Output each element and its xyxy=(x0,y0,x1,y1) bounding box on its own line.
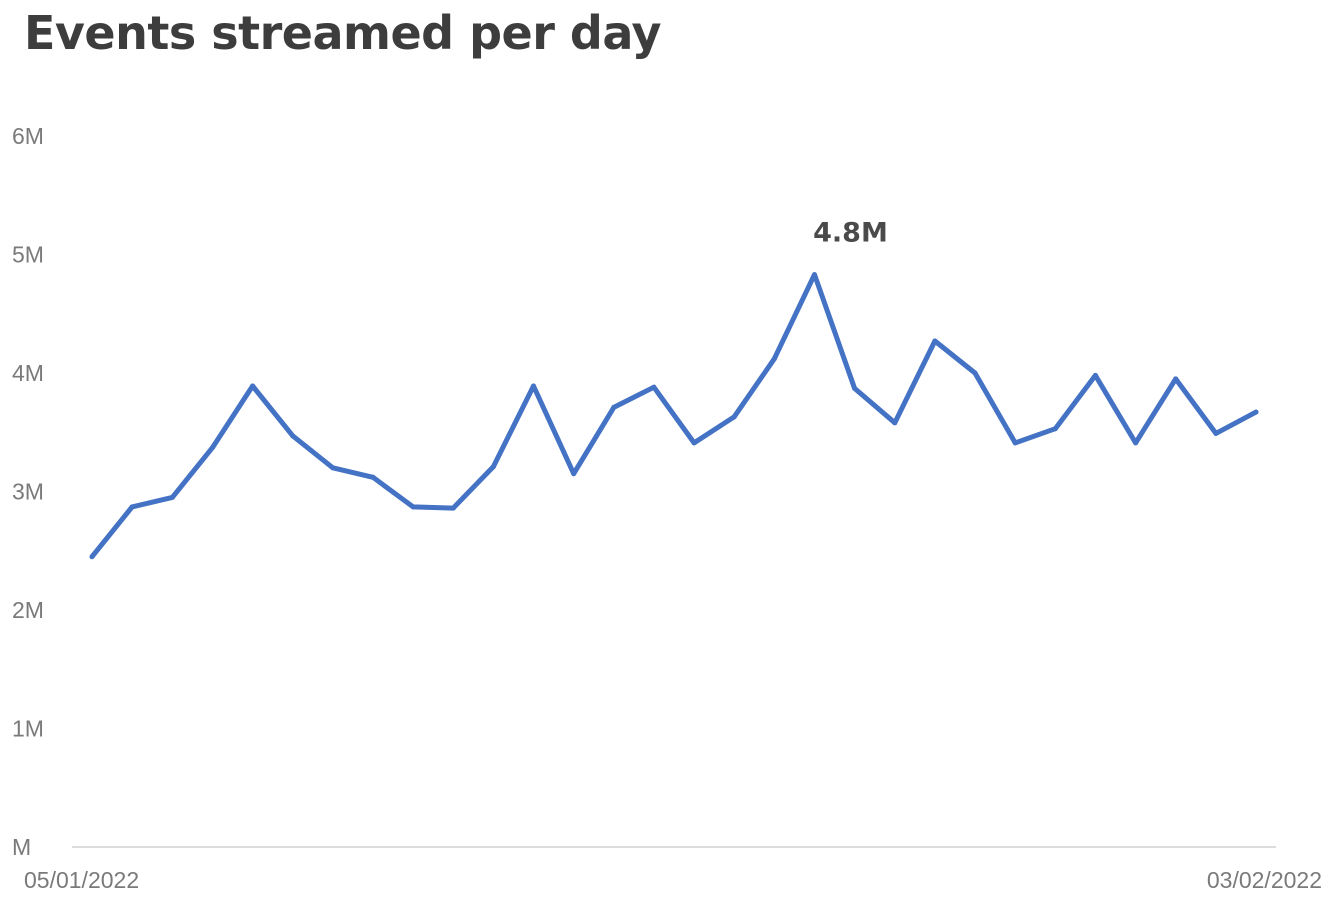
y-tick-label: M xyxy=(12,834,31,860)
y-tick-label: 2M xyxy=(12,597,44,623)
data-point xyxy=(1052,426,1058,432)
chart-title: Events streamed per day xyxy=(24,6,661,60)
data-point xyxy=(1092,372,1098,378)
data-point xyxy=(972,370,978,376)
data-point xyxy=(651,384,657,390)
series-layer xyxy=(89,272,1259,560)
data-point xyxy=(410,504,416,510)
y-tick-label: 5M xyxy=(12,242,44,268)
y-axis-ticks: M 1M 2M 3M 4M 5M 6M xyxy=(12,123,44,860)
y-tick-label: 3M xyxy=(12,479,44,505)
data-point xyxy=(892,420,898,426)
y-tick-label: 4M xyxy=(12,360,44,386)
data-point xyxy=(932,338,938,344)
data-point xyxy=(1253,409,1259,415)
peak-data-label: 4.8M xyxy=(813,218,888,249)
data-point xyxy=(691,440,697,446)
data-point xyxy=(169,494,175,500)
data-point xyxy=(490,464,496,470)
series-line xyxy=(89,272,1259,560)
data-point xyxy=(731,414,737,420)
data-point xyxy=(209,445,215,451)
data-point xyxy=(89,554,95,560)
data-point xyxy=(771,356,777,362)
y-tick-label: 6M xyxy=(12,123,44,149)
x-tick-label-start: 05/01/2022 xyxy=(24,867,139,893)
data-point xyxy=(129,504,135,510)
data-point xyxy=(290,433,296,439)
data-point xyxy=(370,474,376,480)
data-point xyxy=(450,505,456,511)
data-point xyxy=(531,383,536,389)
data-point xyxy=(852,385,858,391)
data-point xyxy=(330,465,336,471)
data-point xyxy=(571,471,577,477)
annotation-layer: 4.8M xyxy=(813,218,888,249)
data-point xyxy=(812,272,817,278)
x-tick-label-end: 03/02/2022 xyxy=(1207,867,1322,893)
y-tick-label: 1M xyxy=(12,716,44,742)
data-point xyxy=(1133,440,1139,446)
data-point xyxy=(1213,430,1219,436)
data-point xyxy=(611,404,617,410)
data-point xyxy=(250,383,256,389)
data-point xyxy=(1012,440,1018,446)
data-point xyxy=(1173,376,1179,382)
